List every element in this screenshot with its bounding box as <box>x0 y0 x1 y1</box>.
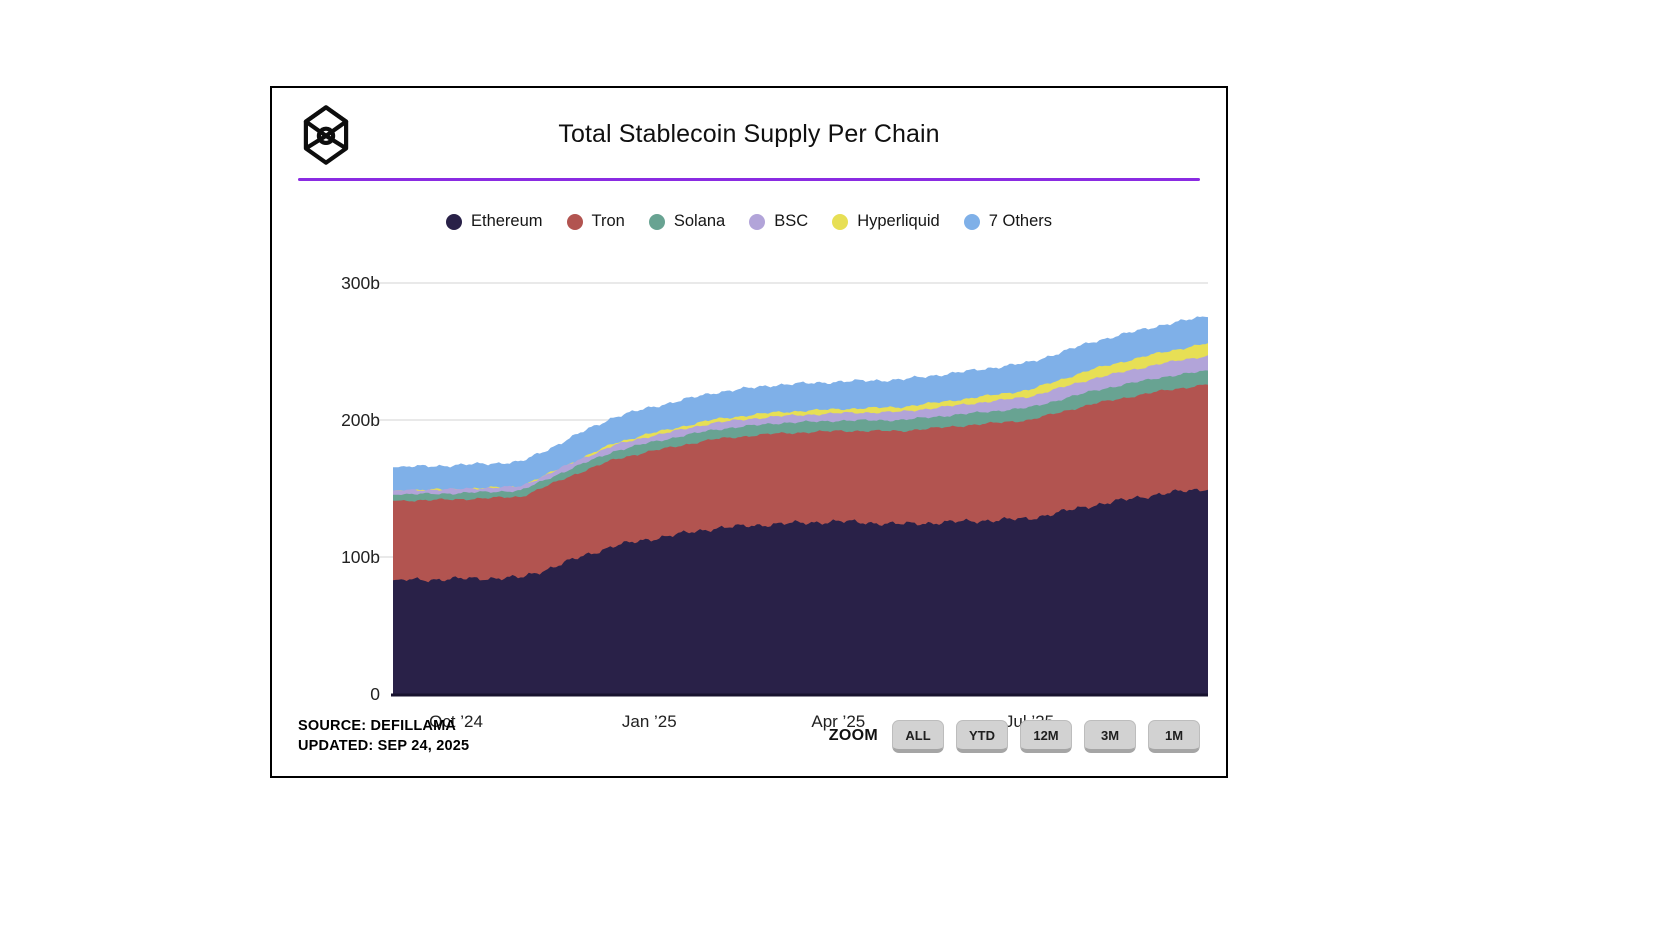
source-block: SOURCE: DEFILLAMA UPDATED: SEP 24, 2025 <box>298 716 469 756</box>
legend-label: Tron <box>591 212 625 230</box>
legend-item-ethereum[interactable]: Ethereum <box>445 212 543 231</box>
legend-swatch-icon <box>648 213 665 230</box>
svg-text:Oct ’24: Oct ’24 <box>429 712 483 731</box>
legend-item-hyperliquid[interactable]: Hyperliquid <box>832 212 940 231</box>
legend-swatch-icon <box>832 213 849 230</box>
accent-divider <box>298 178 1200 181</box>
zoom-12m-button[interactable]: 12M <box>1020 719 1072 753</box>
legend-swatch-icon <box>963 213 980 230</box>
legend-label: 7 Others <box>988 212 1053 230</box>
svg-text:100b: 100b <box>341 547 380 567</box>
zoom-controls: ZOOM ALL YTD 12M 3M 1M <box>828 719 1200 753</box>
legend-item-solana[interactable]: Solana <box>648 212 726 231</box>
svg-text:200b: 200b <box>341 410 380 430</box>
legend-swatch-icon <box>749 213 766 230</box>
zoom-ytd-button[interactable]: YTD <box>956 719 1008 753</box>
svg-text:300b: 300b <box>341 273 380 293</box>
zoom-all-button[interactable]: ALL <box>892 719 944 753</box>
page-title: Total Stablecoin Supply Per Chain <box>558 120 940 148</box>
legend-item-bsc[interactable]: BSC <box>749 212 808 231</box>
blockworks-cube-logo-icon <box>303 105 349 165</box>
legend-swatch-icon <box>445 213 462 230</box>
source-line: SOURCE: DEFILLAMA <box>298 718 457 734</box>
zoom-3m-button[interactable]: 3M <box>1084 719 1136 753</box>
zoom-1m-button[interactable]: 1M <box>1148 719 1200 753</box>
svg-text:Apr ’25: Apr ’25 <box>811 712 865 731</box>
svg-text:Jan ’25: Jan ’25 <box>622 712 677 731</box>
legend-swatch-icon <box>566 213 583 230</box>
legend-label: Ethereum <box>470 212 543 230</box>
legend-label: Hyperliquid <box>857 212 940 230</box>
updated-line: UPDATED: SEP 24, 2025 <box>298 738 470 754</box>
chart-card: Total Stablecoin Supply Per Chain Ethere… <box>270 86 1228 778</box>
svg-text:0: 0 <box>370 684 380 704</box>
legend-label: BSC <box>774 212 809 230</box>
legend-label: Solana <box>673 212 726 230</box>
legend-item-tron[interactable]: Tron <box>566 212 625 231</box>
zoom-label: ZOOM <box>828 727 878 744</box>
legend-item-7-others[interactable]: 7 Others <box>963 212 1053 231</box>
chart-legend: Ethereum Tron Solana BSC Hyperliquid 7 Others <box>272 212 1226 231</box>
chart-footer: SOURCE: DEFILLAMA UPDATED: SEP 24, 2025 … <box>298 710 1200 762</box>
